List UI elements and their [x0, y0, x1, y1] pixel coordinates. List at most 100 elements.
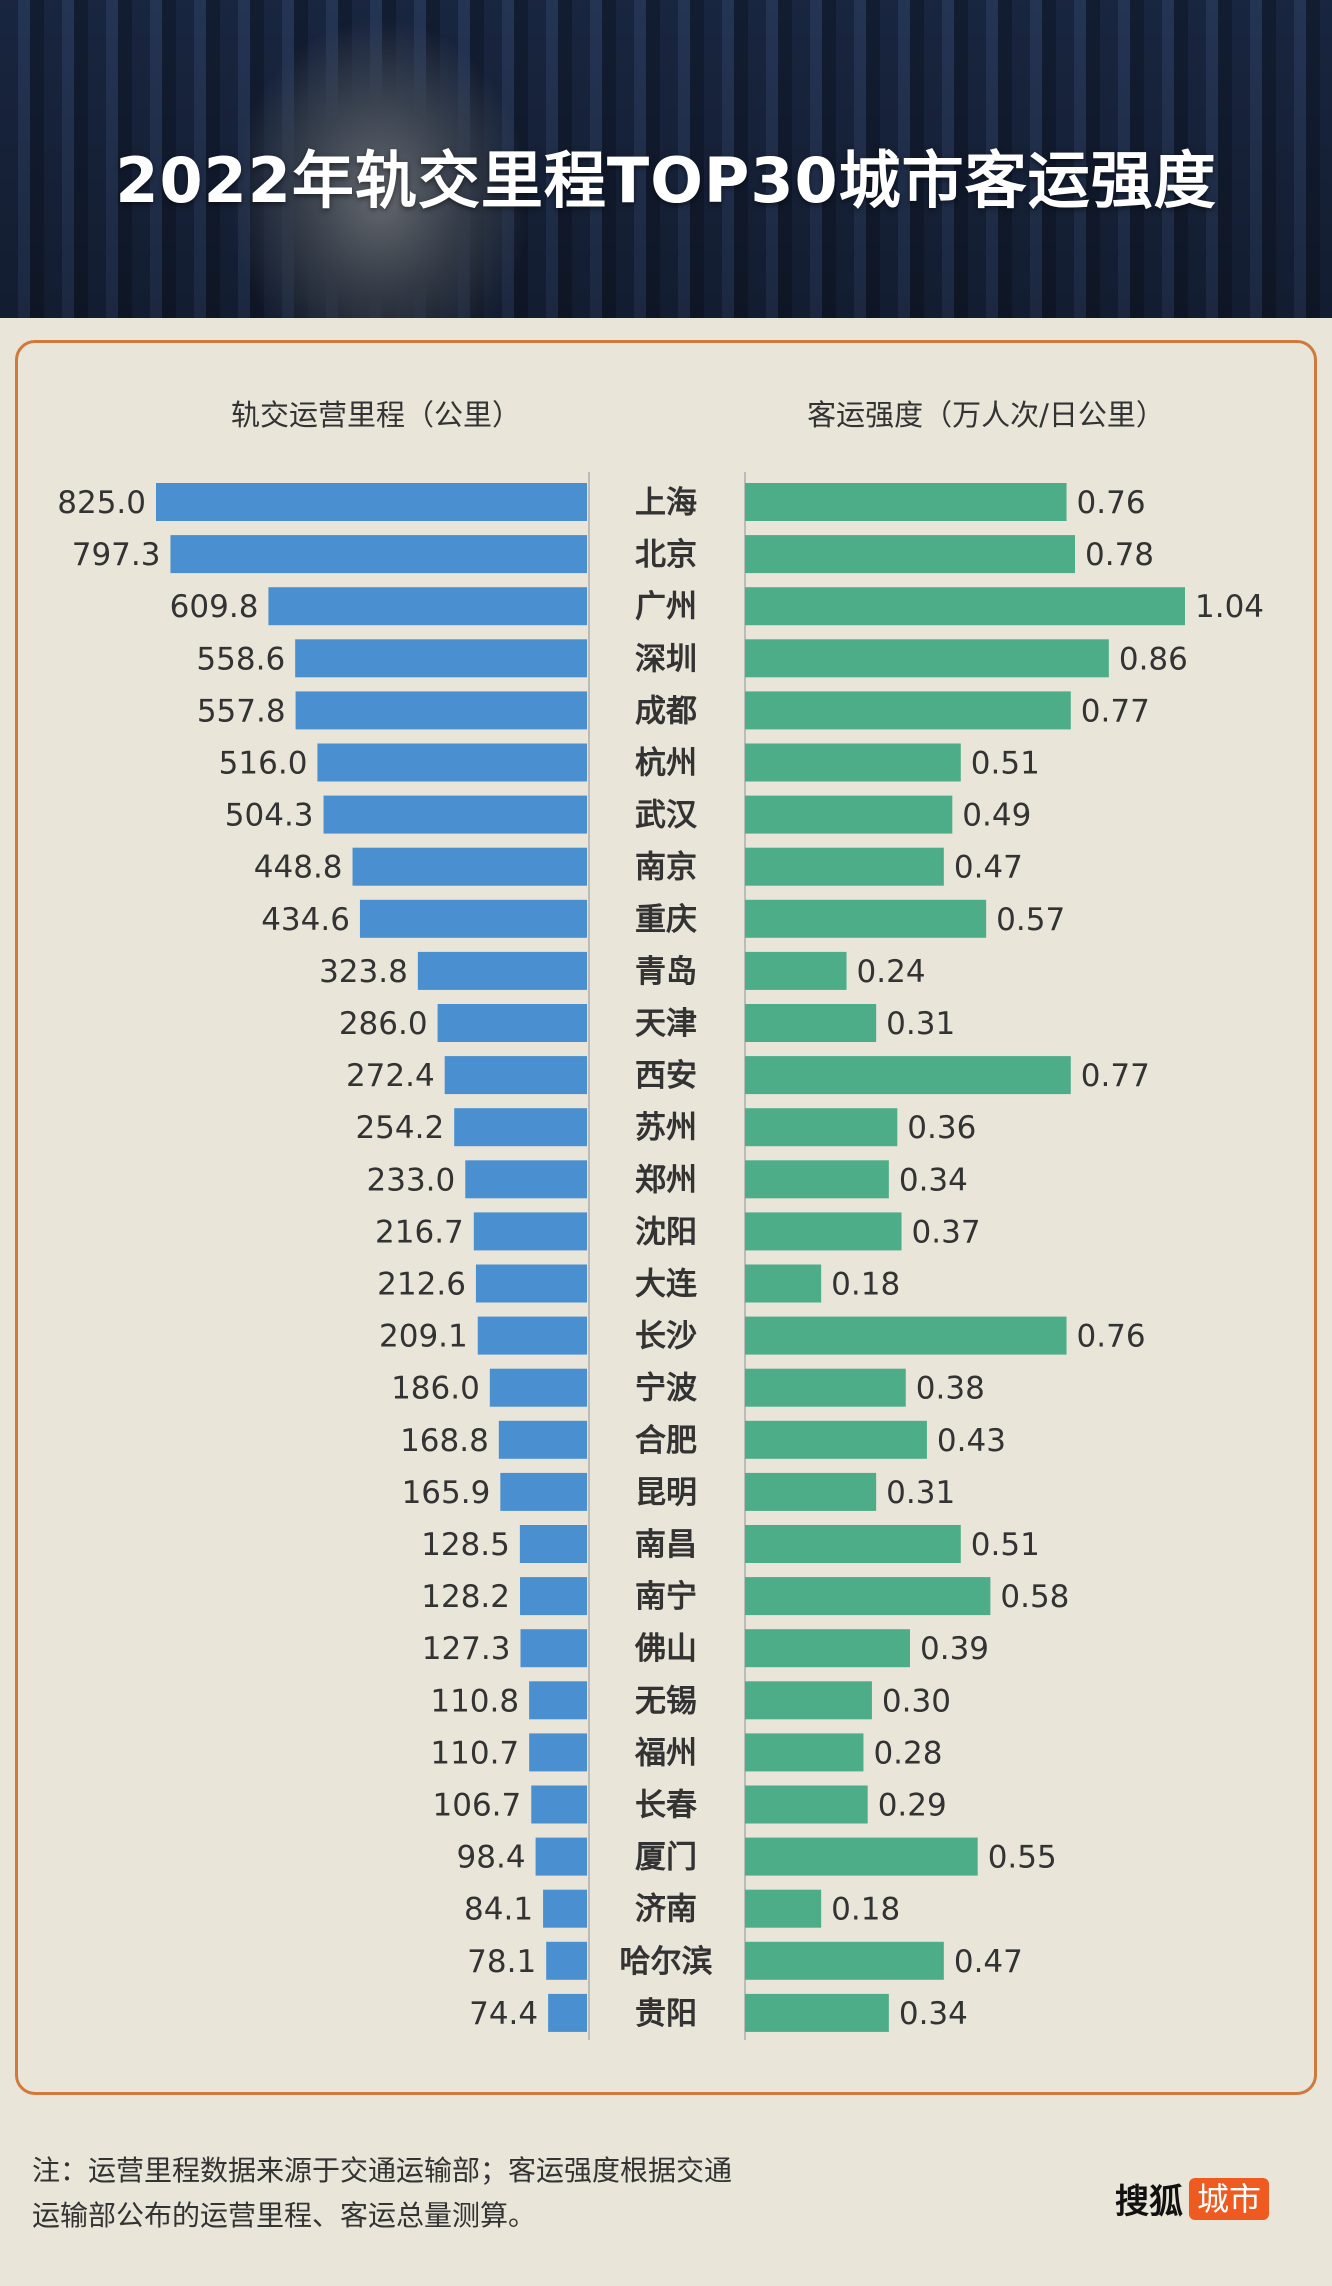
right-bar — [745, 1056, 1071, 1095]
right-value-label: 0.47 — [954, 1944, 1023, 1980]
left-value-label: 128.2 — [421, 1579, 510, 1615]
left-value-label: 165.9 — [402, 1475, 491, 1511]
left-value-label: 609.8 — [170, 589, 259, 625]
right-bar — [745, 899, 987, 938]
right-value-label: 0.47 — [954, 850, 1023, 886]
city-label: 无锡 — [635, 1683, 697, 1719]
left-bar — [529, 1733, 587, 1772]
right-value-label: 0.76 — [1077, 1319, 1146, 1355]
left-bar — [473, 1212, 587, 1251]
right-bar — [745, 1889, 822, 1928]
left-bar — [170, 535, 588, 574]
left-bar — [519, 1525, 587, 1563]
right-value-label: 0.38 — [916, 1371, 985, 1407]
right-bar — [745, 1212, 902, 1251]
left-bar — [546, 1941, 587, 1980]
city-label: 长春 — [635, 1788, 697, 1824]
left-value-label: 797.3 — [72, 537, 161, 573]
left-bar — [352, 847, 587, 886]
city-label: 合肥 — [635, 1423, 697, 1459]
city-label: 深圳 — [635, 641, 697, 677]
right-value-label: 0.34 — [899, 1996, 968, 2032]
right-bar — [745, 1004, 877, 1042]
right-value-label: 0.36 — [907, 1110, 976, 1146]
right-bar — [745, 1420, 927, 1459]
city-label: 上海 — [635, 485, 697, 521]
left-value-label: 127.3 — [422, 1631, 511, 1667]
left-value-label: 98.4 — [457, 1840, 526, 1876]
right-value-label: 0.30 — [882, 1683, 951, 1719]
right-bar — [745, 1993, 889, 2032]
right-bar — [745, 1941, 944, 1980]
city-label: 贵阳 — [635, 1996, 697, 2032]
city-label: 杭州 — [635, 746, 697, 782]
left-value-label: 110.7 — [430, 1735, 519, 1771]
right-bar — [745, 639, 1109, 678]
city-label: 沈阳 — [635, 1214, 697, 1250]
left-value-label: 212.6 — [377, 1267, 466, 1303]
left-value-label: 74.4 — [469, 1996, 538, 2032]
right-value-label: 0.37 — [912, 1214, 981, 1250]
right-bar — [745, 691, 1071, 730]
right-value-label: 0.29 — [878, 1788, 947, 1824]
right-value-label: 0.76 — [1077, 485, 1146, 521]
city-label: 佛山 — [634, 1631, 697, 1667]
left-value-label: 323.8 — [319, 954, 408, 990]
left-value-label: 504.3 — [225, 798, 314, 834]
left-bar — [268, 587, 587, 626]
right-bar — [745, 1368, 906, 1407]
left-value-label: 272.4 — [346, 1058, 435, 1094]
right-bar — [745, 1108, 898, 1147]
logo-badge: 城市 — [1189, 2177, 1270, 2220]
left-bar — [489, 1368, 587, 1407]
left-value-label: 128.5 — [421, 1527, 510, 1563]
city-label: 哈尔滨 — [620, 1944, 713, 1980]
right-axis-header: 客运强度（万人次/日公里） — [807, 398, 1165, 432]
city-label: 大连 — [635, 1267, 698, 1303]
left-value-label: 233.0 — [367, 1162, 456, 1198]
right-bar — [745, 951, 847, 990]
city-label: 北京 — [635, 537, 697, 573]
chart-panel — [15, 340, 1317, 2095]
left-value-label: 557.8 — [197, 693, 286, 729]
right-bar — [745, 795, 953, 834]
left-bar — [359, 899, 587, 938]
left-value-label: 825.0 — [57, 485, 146, 521]
left-value-label: 106.7 — [433, 1788, 522, 1824]
logo-text: 搜狐 — [1115, 2182, 1183, 2222]
right-value-label: 0.86 — [1119, 641, 1188, 677]
left-bar — [543, 1889, 587, 1928]
left-bar — [454, 1108, 587, 1147]
left-value-label: 216.7 — [375, 1214, 464, 1250]
right-bar — [745, 483, 1067, 521]
left-value-label: 78.1 — [467, 1944, 536, 1980]
left-bar — [465, 1160, 587, 1199]
left-bar — [520, 1577, 587, 1616]
right-value-label: 0.24 — [857, 954, 926, 990]
right-bar — [745, 1160, 889, 1199]
right-value-label: 0.77 — [1081, 1058, 1150, 1094]
left-value-label: 209.1 — [379, 1319, 468, 1355]
left-bar — [156, 483, 587, 521]
left-bar — [475, 1264, 587, 1303]
right-bar — [745, 1316, 1067, 1355]
city-label: 宁波 — [635, 1371, 697, 1407]
right-value-label: 0.39 — [920, 1631, 989, 1667]
left-axis-header: 轨交运营里程（公里） — [230, 398, 522, 432]
right-bar — [745, 1472, 877, 1511]
right-bar — [745, 1733, 864, 1772]
city-label: 南京 — [635, 850, 697, 886]
left-value-label: 558.6 — [196, 641, 285, 677]
city-label: 青岛 — [635, 954, 697, 990]
left-bar — [535, 1837, 587, 1876]
right-value-label: 1.04 — [1195, 589, 1264, 625]
city-label: 武汉 — [635, 798, 698, 834]
left-value-label: 254.2 — [355, 1110, 444, 1146]
right-value-label: 0.77 — [1081, 693, 1150, 729]
city-label: 南宁 — [635, 1579, 697, 1615]
left-bar — [500, 1472, 587, 1511]
left-value-label: 110.8 — [430, 1683, 519, 1719]
city-label: 福州 — [634, 1735, 697, 1771]
right-value-label: 0.49 — [962, 798, 1031, 834]
